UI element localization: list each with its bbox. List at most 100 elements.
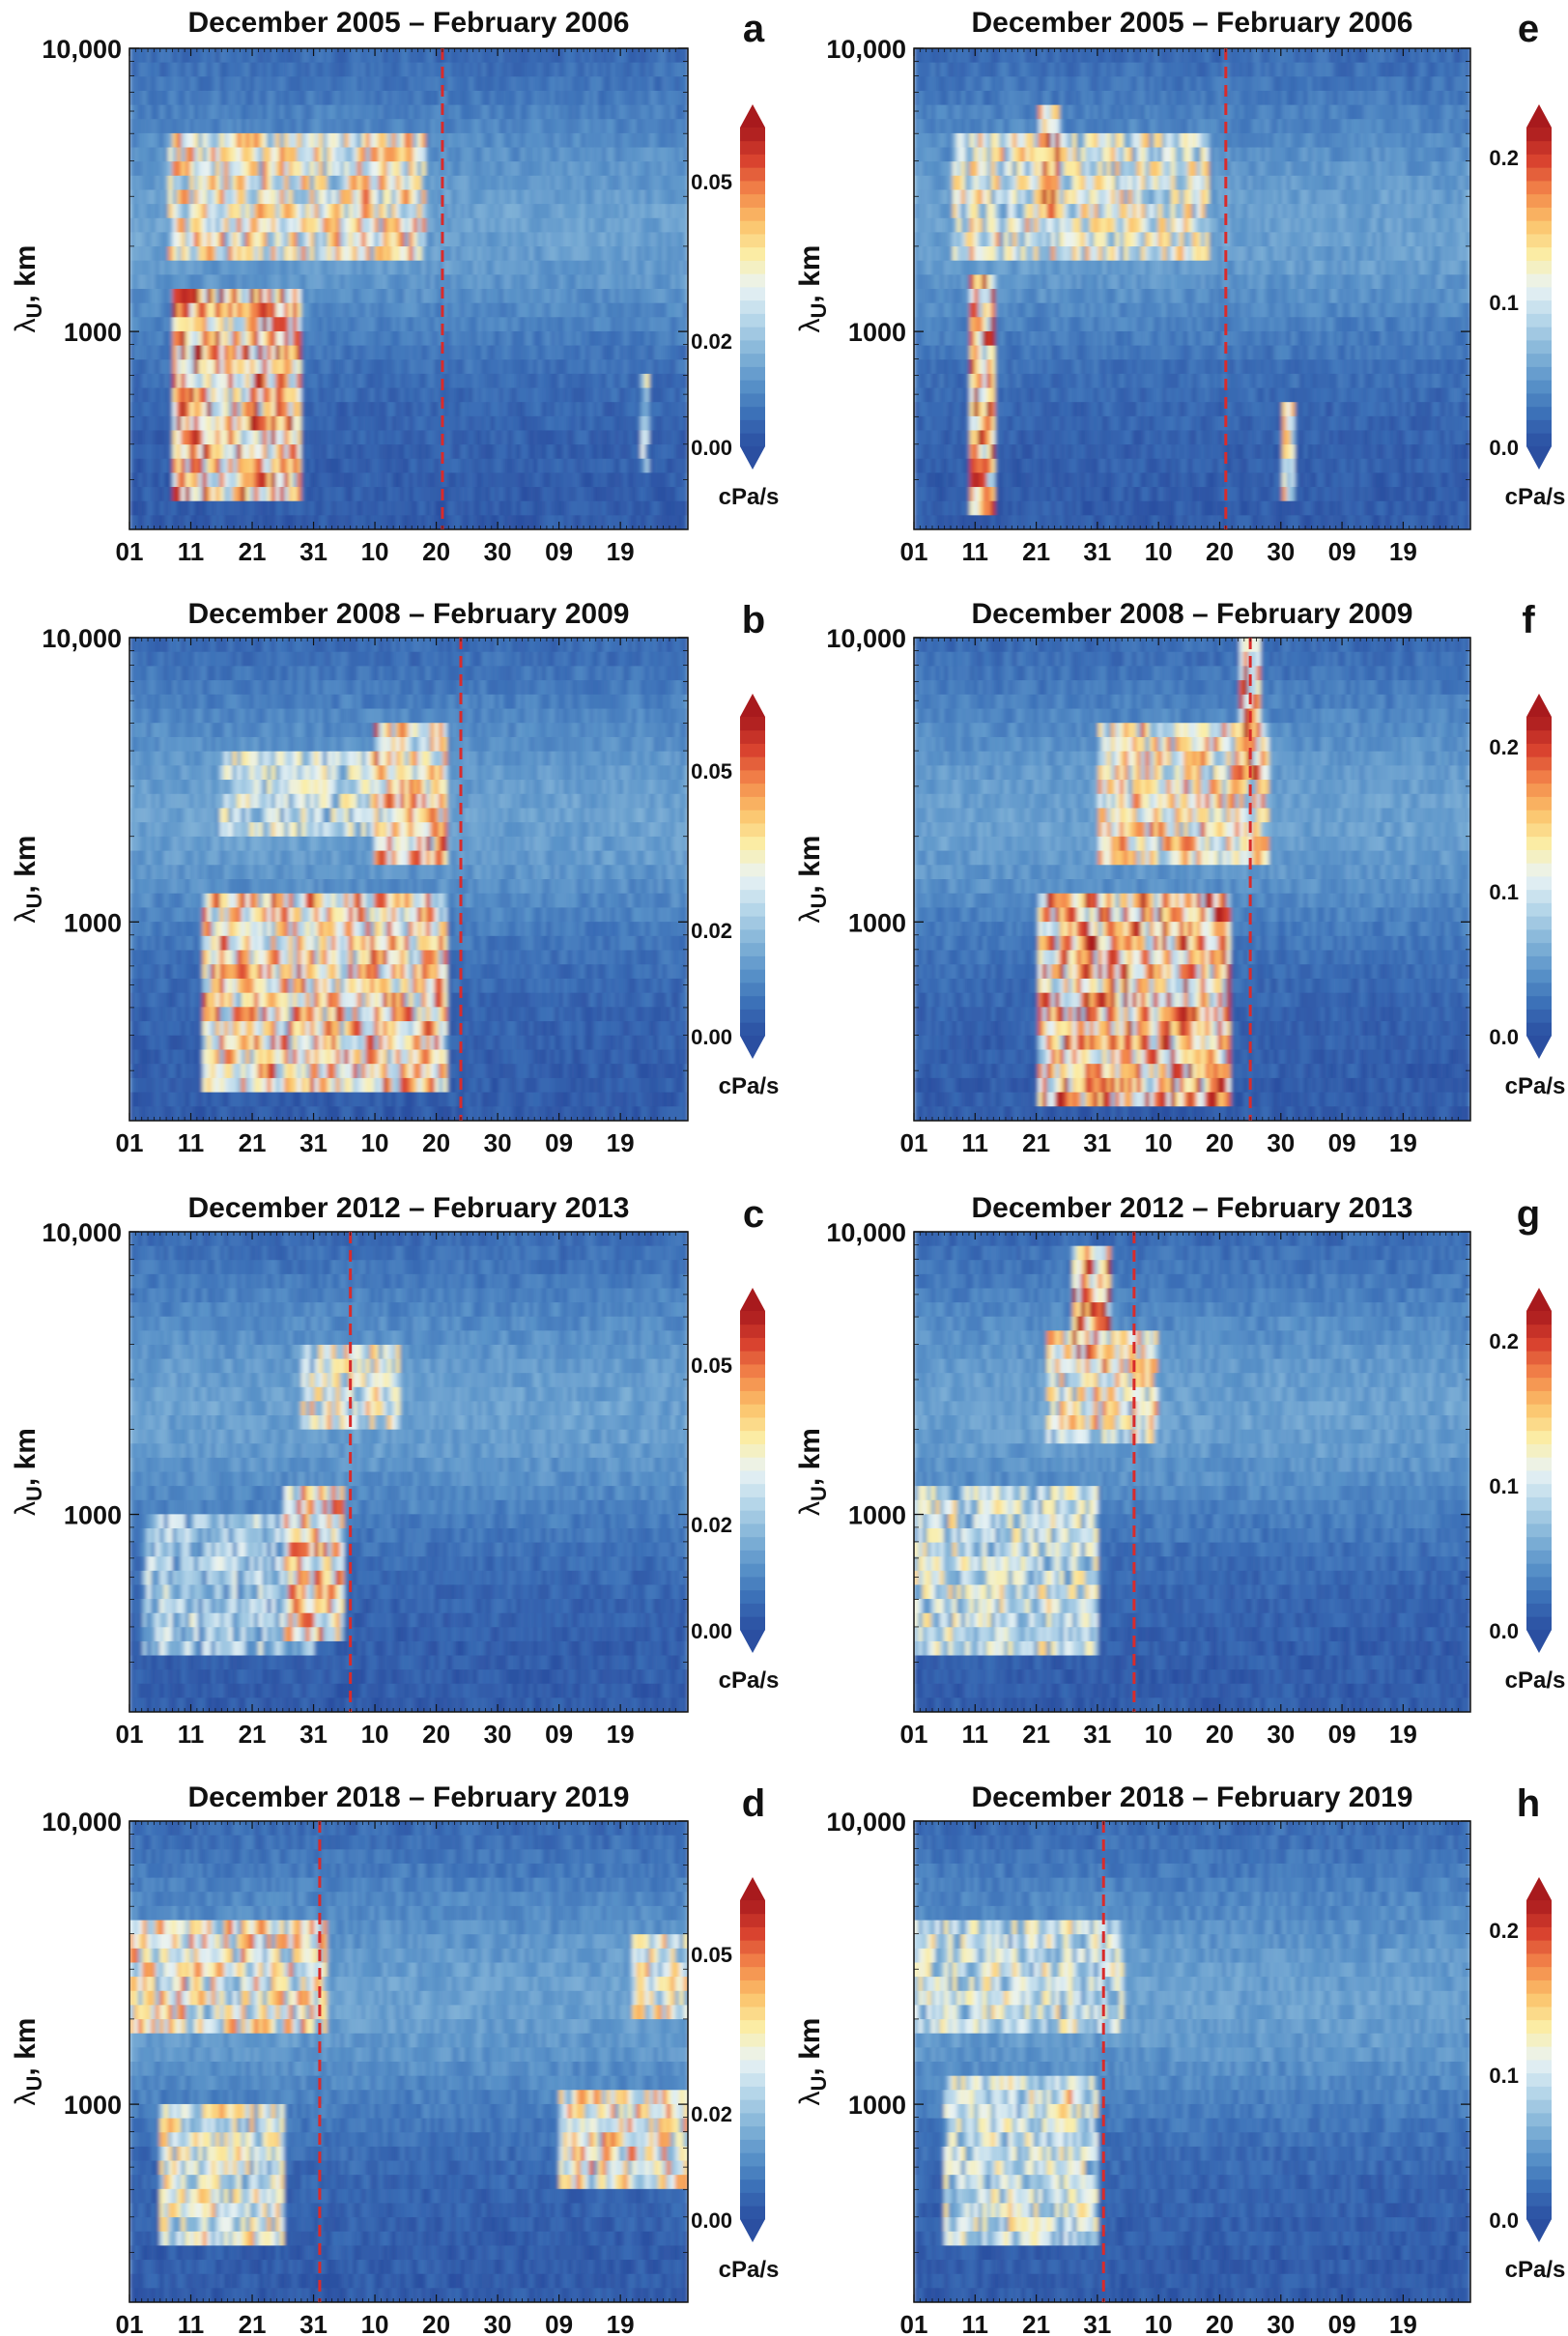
colorbar-tick-label: 0.2 — [1489, 1329, 1519, 1353]
y-axis-label-unit: , km — [10, 836, 42, 894]
colorbar-tick-label: 0.05 — [691, 1353, 732, 1378]
colorbar-segment — [740, 836, 765, 850]
y-axis-label: λU, km — [10, 836, 46, 924]
colorbar-segment — [740, 2166, 765, 2180]
colorbar-segment — [740, 1966, 765, 1980]
colorbar-segment — [740, 916, 765, 930]
panel-title: December 2008 – February 2009 — [188, 598, 630, 630]
colorbar-segment — [740, 929, 765, 944]
plot-frame — [128, 1231, 689, 1713]
colorbar-segment — [740, 942, 765, 956]
panel-letter: a — [743, 8, 765, 50]
y-tick-label: 10,000 — [826, 35, 906, 64]
colorbar-extend-max — [1526, 104, 1552, 128]
colorbar-extend-min — [1526, 2219, 1552, 2242]
colorbar-segment — [1526, 366, 1552, 381]
colorbar-segment — [1526, 2072, 1552, 2087]
colorbar-segment — [1526, 929, 1552, 944]
y-axis-label: λU, km — [10, 2018, 46, 2106]
colorbar-segment — [1526, 287, 1552, 301]
y-axis-label: λU, km — [794, 245, 831, 333]
x-tick-label: 10 — [1145, 2310, 1173, 2336]
x-tick-label: 21 — [1022, 537, 1050, 566]
colorbar-segment — [740, 863, 765, 877]
colorbar-segment — [740, 2086, 765, 2100]
x-tick-label: 01 — [116, 537, 144, 566]
x-tick-label: 20 — [1206, 1128, 1234, 1157]
colorbar-segment — [1526, 1563, 1552, 1578]
colorbar-segment — [1526, 1900, 1552, 1915]
x-tick-label: 19 — [1389, 1720, 1417, 1749]
heatmap-g — [914, 1232, 1470, 1712]
colorbar-tick-label: 0.05 — [691, 1943, 732, 1967]
colorbar-segment — [1526, 1377, 1552, 1391]
colorbar-segment — [1526, 2192, 1552, 2207]
colorbar-segment — [1526, 717, 1552, 731]
x-tick-label: 31 — [1083, 1128, 1111, 1157]
panel-title: December 2018 – February 2019 — [188, 1781, 630, 1813]
colorbar-segment — [740, 2152, 765, 2167]
heatmap-h — [914, 1821, 1470, 2302]
x-tick-label: 11 — [178, 1128, 205, 1157]
y-tick-label: 10,000 — [826, 624, 906, 653]
colorbar-tick-label: 0.02 — [691, 1513, 732, 1537]
colorbar-tick-label: 0.1 — [1489, 2064, 1519, 2088]
colorbar-segment — [740, 419, 765, 434]
colorbar-segment — [1526, 770, 1552, 784]
colorbar-segment — [1526, 1550, 1552, 1564]
x-tick-label: 19 — [607, 537, 635, 566]
y-tick-label: 10,000 — [42, 35, 122, 64]
colorbar: 0.00 0.02 0.05 cPa/s — [691, 694, 779, 1099]
panel-h: 01 11 21 31 10 20 30 09 19 10,000 1000 λU, km Decemb… — [794, 1781, 1565, 2336]
colorbar-segment — [740, 2113, 765, 2127]
colorbar-segment — [1526, 1980, 1552, 1994]
colorbar-extend-min — [1526, 1630, 1552, 1653]
x-tick-label: 19 — [607, 2310, 635, 2336]
y-axis-label-main: λ — [10, 2091, 42, 2105]
colorbar-segment — [740, 220, 765, 235]
colorbar-segment — [740, 2192, 765, 2207]
colorbar-segment — [1526, 1417, 1552, 1432]
colorbar-segment — [1526, 1589, 1552, 1604]
heatmap-a — [129, 48, 688, 529]
colorbar-segment — [740, 1470, 765, 1485]
colorbar-segment — [740, 955, 765, 970]
colorbar-segment — [1526, 1603, 1552, 1617]
colorbar-segment — [740, 2046, 765, 2061]
y-tick-label: 10,000 — [826, 1808, 906, 1837]
colorbar-segment — [740, 1364, 765, 1379]
colorbar-segment — [1526, 863, 1552, 877]
y-axis-label-sub: U — [807, 2076, 831, 2092]
colorbar: 0.0 0.1 0.2 cPa/s — [1489, 1877, 1565, 2283]
panel-letter: h — [1517, 1782, 1540, 1825]
x-tick-label: 30 — [484, 2310, 512, 2336]
colorbar-segment — [740, 969, 765, 983]
x-tick-label: 31 — [299, 537, 328, 566]
colorbar-segment — [1526, 140, 1552, 155]
x-tick-label: 10 — [361, 1128, 389, 1157]
y-axis-label-main: λ — [10, 1501, 42, 1516]
plot-frame — [913, 1231, 1471, 1713]
panel-title: December 2008 – February 2009 — [972, 598, 1413, 630]
x-tick-label: 11 — [178, 537, 205, 566]
x-tick-label: 30 — [484, 1128, 512, 1157]
colorbar-segment — [740, 299, 765, 314]
x-tick-label: 31 — [299, 2310, 328, 2336]
colorbar-tick-label: 0.00 — [691, 1025, 732, 1049]
colorbar-segment — [1526, 1966, 1552, 1980]
colorbar-segment — [740, 167, 765, 182]
colorbar-segment — [740, 1980, 765, 1994]
y-tick-label: 1000 — [64, 1501, 122, 1530]
y-tick-label: 1000 — [64, 2091, 122, 2120]
y-axis-label: λU, km — [794, 1428, 831, 1516]
colorbar-segment — [740, 2033, 765, 2047]
colorbar-segment — [1526, 246, 1552, 261]
y-tick-label: 1000 — [848, 2091, 906, 2120]
x-tick-label: 10 — [1145, 1720, 1173, 1749]
colorbar-segment — [740, 743, 765, 757]
colorbar-extend-max — [740, 1877, 765, 1900]
colorbar-segment — [1526, 1443, 1552, 1458]
colorbar-tick-label: 0.05 — [691, 170, 732, 194]
colorbar-segment — [1526, 181, 1552, 195]
